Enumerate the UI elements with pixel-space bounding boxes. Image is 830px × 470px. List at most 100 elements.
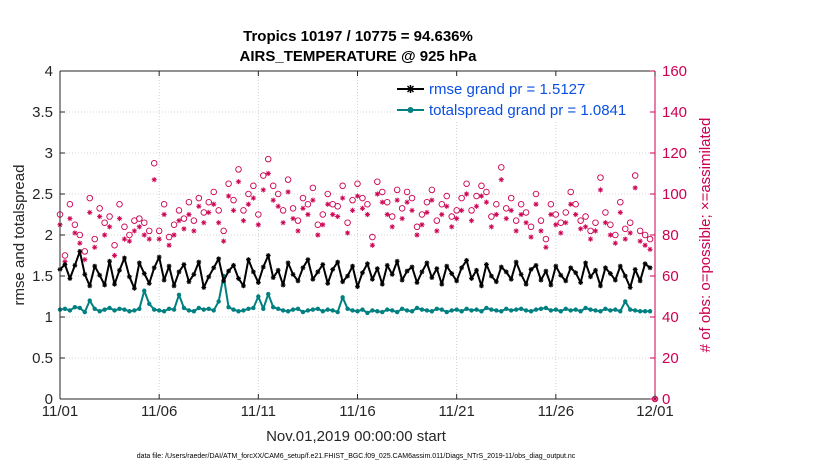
- totalspread-point: [618, 309, 623, 314]
- rmse-point: [365, 261, 370, 267]
- obs-assimilated-point: [389, 224, 395, 230]
- rmse-point: [275, 267, 281, 273]
- obs-possible-point: [61, 252, 69, 259]
- y-right-tick-label: 120: [662, 145, 687, 162]
- totalspread-point: [305, 308, 311, 313]
- obs-assimilated-point: [498, 177, 504, 183]
- obs-assimilated-point: [196, 203, 202, 209]
- obs-assimilated-point: [369, 242, 375, 248]
- rmse-point: [211, 265, 217, 271]
- obs-assimilated-point: [176, 218, 182, 224]
- obs-possible-point: [245, 190, 252, 198]
- totalspread-point: [628, 307, 633, 312]
- rmse-point: [404, 268, 410, 274]
- obs-assimilated-point: [374, 191, 380, 197]
- rmse-point: [484, 262, 489, 267]
- rmse-point: [429, 275, 435, 281]
- obs-possible-point: [597, 174, 604, 181]
- obs-possible-point: [265, 155, 272, 163]
- rmse-point: [186, 279, 192, 285]
- totalspread-point: [211, 308, 216, 313]
- rmse-point: [250, 269, 256, 275]
- obs-possible-point: [86, 194, 93, 202]
- rmse-point: [92, 263, 98, 269]
- totalspread-point: [365, 310, 370, 316]
- rmse-point: [62, 262, 68, 267]
- obs-assimilated-point: [637, 238, 643, 244]
- rmse-point: [107, 258, 112, 264]
- totalspread-point: [152, 307, 157, 312]
- y-tick-label: 3.5: [32, 104, 53, 121]
- obs-assimilated-point: [206, 209, 212, 216]
- obs-assimilated-point: [255, 222, 261, 228]
- legend-rmse-marker: [406, 85, 415, 93]
- obs-assimilated-point: [146, 236, 152, 242]
- obs-possible-point: [339, 182, 346, 190]
- obs-possible-point: [185, 198, 193, 206]
- totalspread-point: [568, 308, 573, 313]
- obs-assimilated-point: [136, 224, 142, 230]
- obs-possible-point: [230, 196, 237, 204]
- obs-assimilated-point: [235, 179, 242, 185]
- totalspread-point: [62, 306, 68, 311]
- rmse-point: [543, 268, 549, 274]
- totalspread-point: [107, 305, 112, 311]
- rmse-point: [558, 272, 564, 278]
- totalspread-point: [494, 308, 499, 313]
- rmse-point: [488, 273, 494, 279]
- obs-possible-point: [349, 196, 356, 204]
- rmse-point: [454, 278, 460, 284]
- obs-assimilated-point: [528, 234, 534, 240]
- y-tick-label: 2: [45, 227, 53, 244]
- rmse-point: [335, 259, 341, 265]
- obs-assimilated-point: [488, 224, 494, 230]
- x-tick-label: 11/21: [438, 403, 474, 420]
- totalspread-point: [290, 307, 296, 312]
- obs-assimilated-point: [617, 209, 623, 216]
- totalspread-point: [231, 307, 236, 312]
- obs-assimilated-point: [483, 199, 490, 205]
- totalspread-point: [266, 291, 271, 297]
- obs-assimilated-point: [92, 244, 98, 250]
- rmse-point: [394, 258, 400, 264]
- obs-possible-point: [195, 194, 203, 202]
- obs-assimilated-point: [384, 211, 390, 218]
- obs-assimilated-point: [186, 211, 192, 218]
- totalspread-point: [127, 309, 132, 314]
- totalspread-point: [479, 309, 484, 314]
- obs-possible-point: [512, 217, 520, 224]
- rmse-point: [508, 276, 514, 282]
- obs-assimilated-point: [201, 220, 207, 226]
- obs-possible-point: [141, 219, 148, 226]
- rmse-point: [424, 260, 430, 266]
- totalspread-point: [538, 306, 544, 311]
- rmse-point: [131, 285, 137, 291]
- obs-possible-point: [240, 207, 247, 214]
- rmse-point: [236, 276, 241, 281]
- rmse-point: [97, 272, 103, 278]
- totalspread-point: [166, 306, 172, 311]
- rmse-point: [538, 277, 544, 283]
- obs-possible-point: [413, 223, 421, 231]
- totalspread-point: [518, 306, 524, 311]
- totalspread-point: [196, 305, 202, 311]
- obs-assimilated-point: [181, 226, 187, 232]
- totalspread-point: [399, 306, 405, 311]
- rmse-point: [379, 281, 385, 287]
- obs-assimilated-point: [275, 203, 281, 209]
- obs-possible-point: [354, 180, 361, 187]
- rmse-point: [246, 257, 251, 263]
- obs-assimilated-point: [330, 211, 336, 218]
- totalspread-point: [350, 308, 355, 313]
- obs-possible-point: [220, 227, 227, 235]
- obs-assimilated-point: [141, 232, 147, 238]
- obs-possible-point: [428, 186, 436, 194]
- obs-possible-point: [602, 209, 609, 216]
- rmse-point: [449, 271, 455, 276]
- obs-assimilated-point: [221, 238, 227, 244]
- totalspread-point: [295, 306, 301, 311]
- obs-possible-point: [121, 223, 128, 231]
- rmse-point: [642, 261, 648, 267]
- y-right-tick-label: 100: [662, 186, 687, 203]
- obs-possible-point: [96, 205, 103, 212]
